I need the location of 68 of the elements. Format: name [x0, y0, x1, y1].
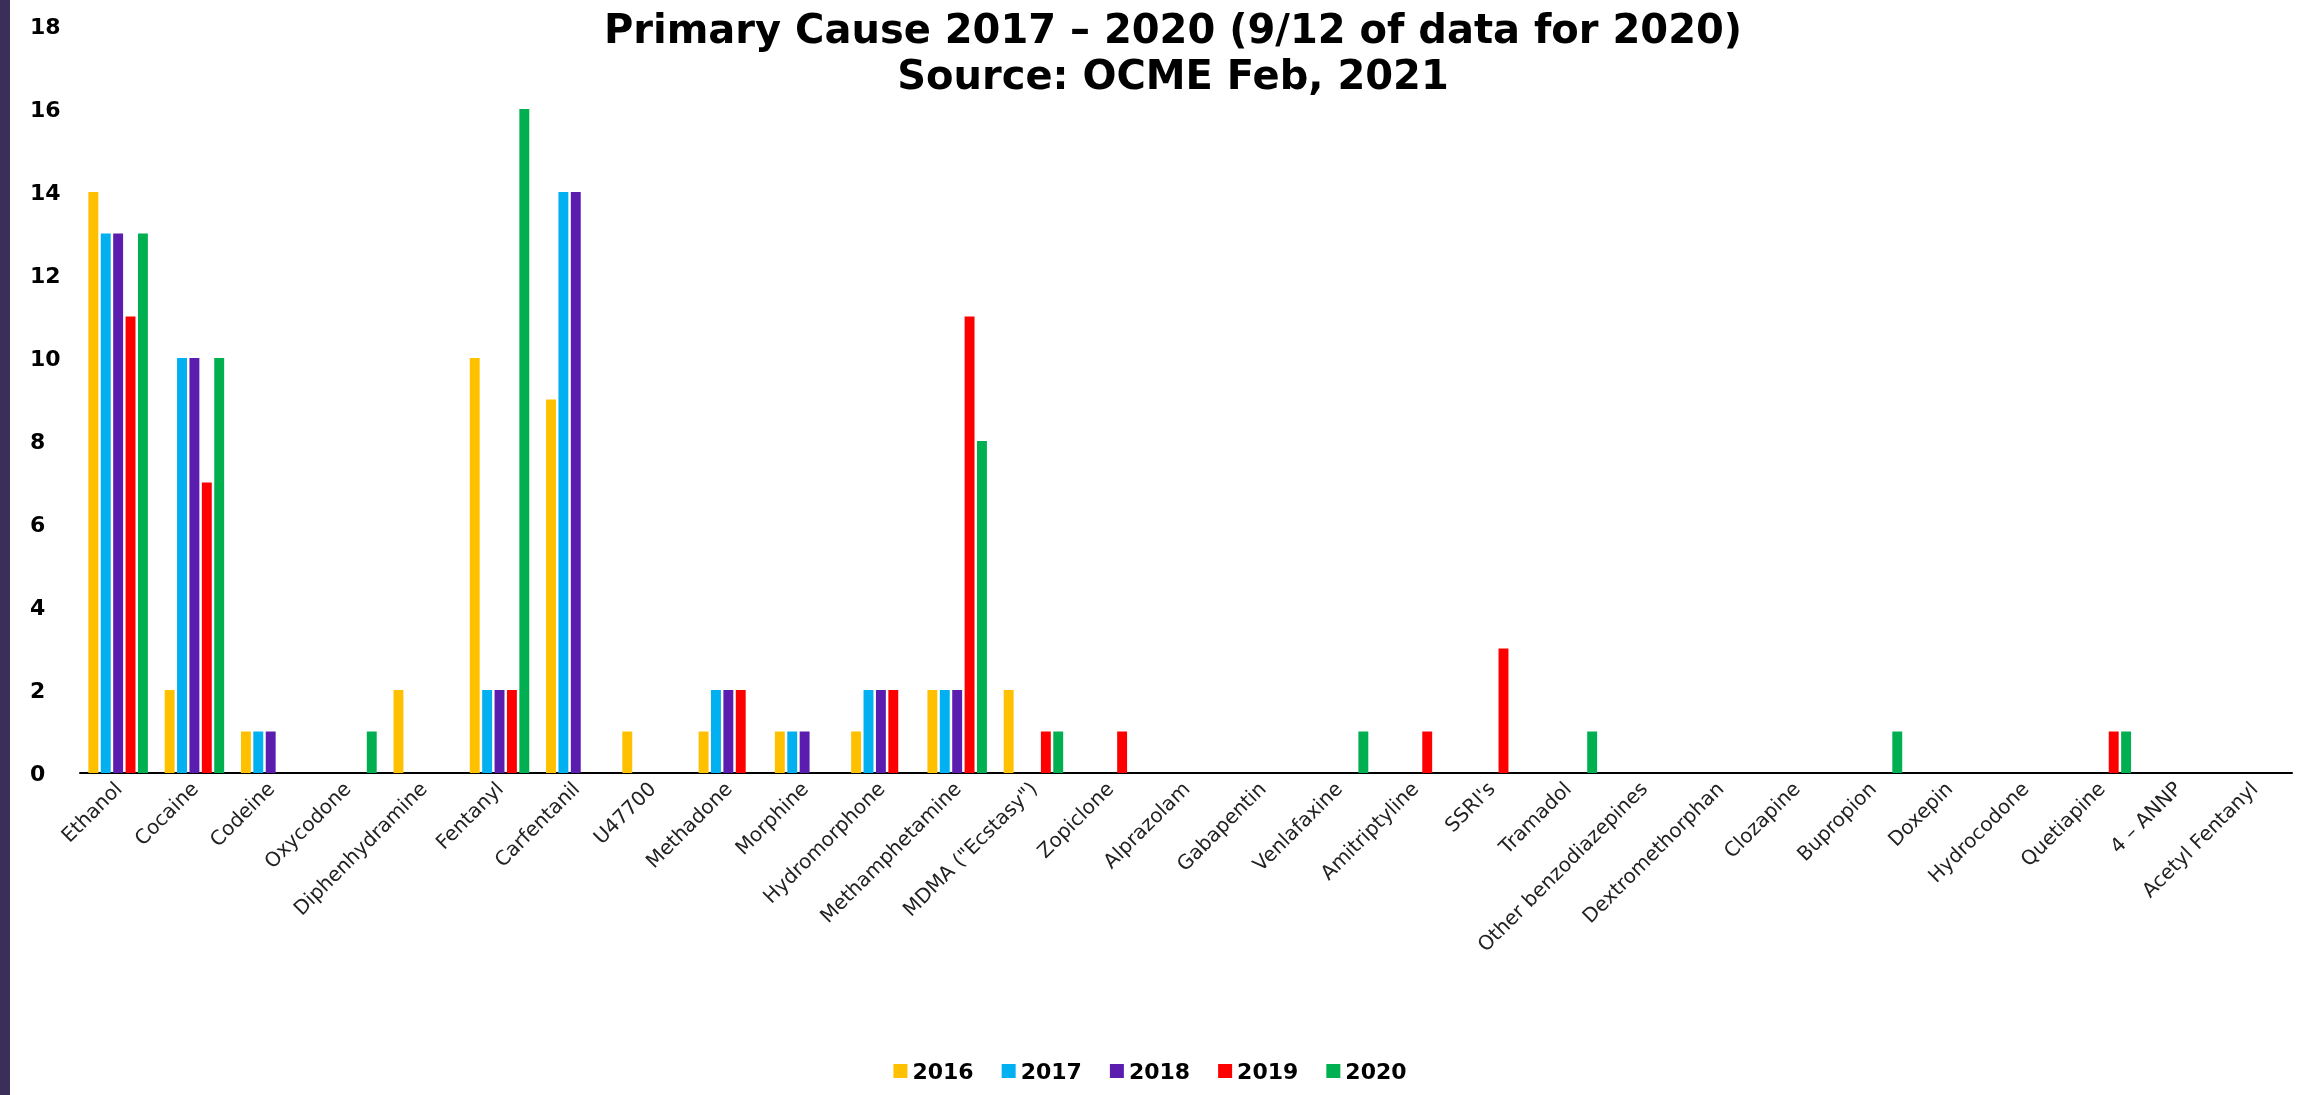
- bar: [723, 690, 734, 773]
- bar: [265, 731, 276, 773]
- bar: [240, 731, 251, 773]
- bar: [927, 690, 938, 773]
- bar: [393, 690, 404, 773]
- bar: [1892, 731, 1903, 773]
- bar: [735, 690, 746, 773]
- bar: [201, 482, 212, 773]
- bar: [1422, 731, 1433, 773]
- bar: [546, 399, 556, 773]
- bar: [698, 731, 709, 773]
- bar: [622, 731, 633, 773]
- bar: [888, 690, 899, 773]
- bar: [774, 731, 785, 773]
- bar: [482, 690, 493, 773]
- bar: [710, 690, 721, 773]
- legend-label: 2019: [1237, 1058, 1299, 1084]
- bar: [100, 233, 111, 773]
- bar: [1003, 690, 1014, 773]
- legend-label: 2017: [1020, 1058, 1082, 1084]
- y-tick-label: 14: [30, 179, 61, 205]
- bar: [366, 731, 377, 773]
- legend-label: 2016: [912, 1058, 974, 1084]
- y-tick-label: 10: [30, 345, 61, 371]
- bar: [1117, 731, 1128, 773]
- bar: [1358, 731, 1369, 773]
- bar: [977, 441, 987, 773]
- bar: [519, 109, 530, 773]
- bar: [2121, 731, 2132, 773]
- bar: [558, 192, 569, 773]
- y-tick-label: 6: [30, 511, 46, 537]
- bar: [964, 316, 975, 773]
- bar: [177, 358, 187, 773]
- bar: [939, 690, 950, 773]
- bar: [570, 192, 581, 773]
- bar: [1053, 731, 1064, 773]
- legend-label: 2020: [1345, 1058, 1407, 1084]
- y-tick-label: 16: [30, 96, 61, 122]
- y-tick-label: 2: [30, 677, 46, 703]
- bar: [1040, 731, 1051, 773]
- legend-label: 2018: [1128, 1058, 1191, 1084]
- y-tick-label: 0: [30, 760, 46, 786]
- bar: [469, 358, 480, 773]
- bar: [506, 690, 517, 773]
- bar: [189, 358, 200, 773]
- y-tick-label: 18: [30, 13, 61, 39]
- bar: [787, 731, 798, 773]
- chart-title: Primary Cause 2017 – 2020 (9/12 of data for 2020): [603, 6, 1743, 52]
- bar: [851, 731, 862, 773]
- bar: [164, 690, 175, 773]
- bar: [494, 690, 505, 773]
- bar: [214, 358, 225, 773]
- bar: [863, 690, 874, 773]
- y-tick-label: 8: [30, 428, 46, 454]
- bar: [88, 192, 99, 773]
- bar: [113, 233, 124, 773]
- y-tick-label: 12: [30, 262, 61, 288]
- bar: [952, 690, 963, 773]
- bar: [2108, 731, 2119, 773]
- text: Source: OCME Feb, 2021: [897, 52, 1449, 98]
- bar: [1587, 731, 1598, 773]
- bar: [875, 690, 886, 773]
- y-tick-label: 4: [30, 594, 46, 620]
- bar: [799, 731, 810, 773]
- bar: [125, 316, 136, 773]
- bar: [1498, 648, 1509, 773]
- bar: [137, 233, 148, 773]
- bar: [253, 731, 264, 773]
